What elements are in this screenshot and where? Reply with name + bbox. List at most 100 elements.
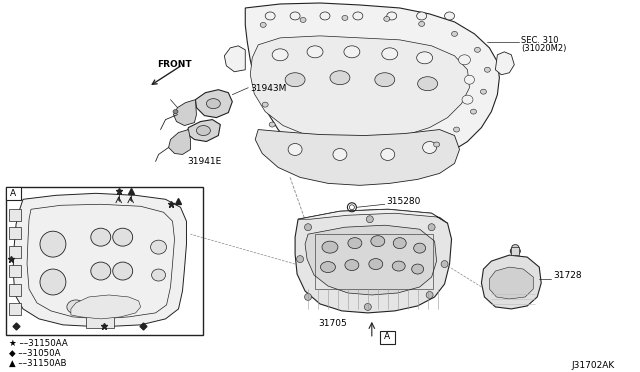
Ellipse shape [419,22,424,26]
Polygon shape [71,295,141,319]
Ellipse shape [422,141,436,154]
Ellipse shape [512,245,519,250]
Polygon shape [250,36,470,141]
Ellipse shape [417,52,433,64]
Ellipse shape [371,236,385,247]
Ellipse shape [353,12,363,20]
Ellipse shape [375,73,395,87]
Ellipse shape [369,259,383,270]
Text: 315280: 315280 [387,197,421,206]
Text: 31943M: 31943M [250,84,287,93]
Polygon shape [490,267,533,299]
Ellipse shape [288,144,302,155]
Ellipse shape [465,75,474,84]
Polygon shape [245,3,499,169]
Ellipse shape [417,12,427,20]
Text: (31020M2): (31020M2) [522,44,566,53]
Text: A: A [384,332,390,341]
Ellipse shape [381,148,395,160]
Ellipse shape [345,260,359,270]
Ellipse shape [113,262,132,280]
Ellipse shape [260,22,266,28]
Text: ★ ––31150AA: ★ ––31150AA [9,339,68,348]
Ellipse shape [113,228,132,246]
Ellipse shape [196,126,211,135]
Ellipse shape [458,55,470,65]
Bar [511,247,519,255]
Bar [9,303,21,315]
Ellipse shape [285,73,305,87]
Ellipse shape [296,256,303,263]
Ellipse shape [441,261,448,267]
Ellipse shape [272,49,288,61]
Ellipse shape [364,304,371,310]
Ellipse shape [418,77,438,91]
Ellipse shape [300,17,306,22]
Bar [9,284,21,296]
Ellipse shape [434,142,440,147]
Polygon shape [225,46,245,72]
Text: SEC. 310: SEC. 310 [522,36,559,45]
Bar [6,187,204,335]
Ellipse shape [305,294,312,301]
Polygon shape [195,90,232,118]
Bar [315,234,433,289]
Ellipse shape [40,269,66,295]
Text: FRONT: FRONT [157,60,192,69]
Ellipse shape [40,231,66,257]
Ellipse shape [269,122,275,127]
Ellipse shape [510,247,520,255]
Ellipse shape [452,31,458,36]
Bar [9,227,21,239]
Ellipse shape [413,243,426,253]
Polygon shape [13,193,186,327]
Ellipse shape [428,224,435,231]
Polygon shape [173,100,196,126]
Ellipse shape [426,292,433,298]
Bar [9,209,21,221]
Ellipse shape [173,110,178,113]
Polygon shape [295,209,452,313]
Polygon shape [481,255,541,309]
Ellipse shape [462,95,473,104]
Ellipse shape [321,262,335,273]
Bar [9,265,21,277]
Ellipse shape [104,306,118,316]
Ellipse shape [91,262,111,280]
Ellipse shape [384,16,390,22]
Ellipse shape [290,12,300,20]
Ellipse shape [470,109,476,114]
Ellipse shape [412,264,424,274]
Ellipse shape [330,71,350,85]
Ellipse shape [481,89,486,94]
Ellipse shape [333,148,347,160]
Text: ◆ ––31050A: ◆ ––31050A [9,349,61,358]
Text: 31941E: 31941E [188,157,221,166]
Ellipse shape [484,67,490,72]
Ellipse shape [454,127,460,132]
Text: 31705: 31705 [318,319,347,328]
Polygon shape [255,129,460,185]
Ellipse shape [366,216,373,223]
Ellipse shape [348,238,362,248]
Polygon shape [168,129,191,154]
Ellipse shape [307,46,323,58]
Text: A: A [10,189,16,198]
Ellipse shape [67,300,85,314]
Bar [6,187,21,200]
Ellipse shape [342,16,348,20]
Ellipse shape [387,12,397,20]
Ellipse shape [320,12,330,20]
Ellipse shape [393,238,406,248]
Ellipse shape [265,12,275,20]
Text: J31702AK: J31702AK [571,361,614,370]
Polygon shape [298,209,447,223]
Ellipse shape [305,224,312,231]
Text: 31728: 31728 [553,270,582,279]
Ellipse shape [150,240,166,254]
Ellipse shape [152,269,166,281]
Ellipse shape [262,102,268,107]
Polygon shape [305,225,436,295]
Ellipse shape [344,46,360,58]
Polygon shape [186,119,220,141]
